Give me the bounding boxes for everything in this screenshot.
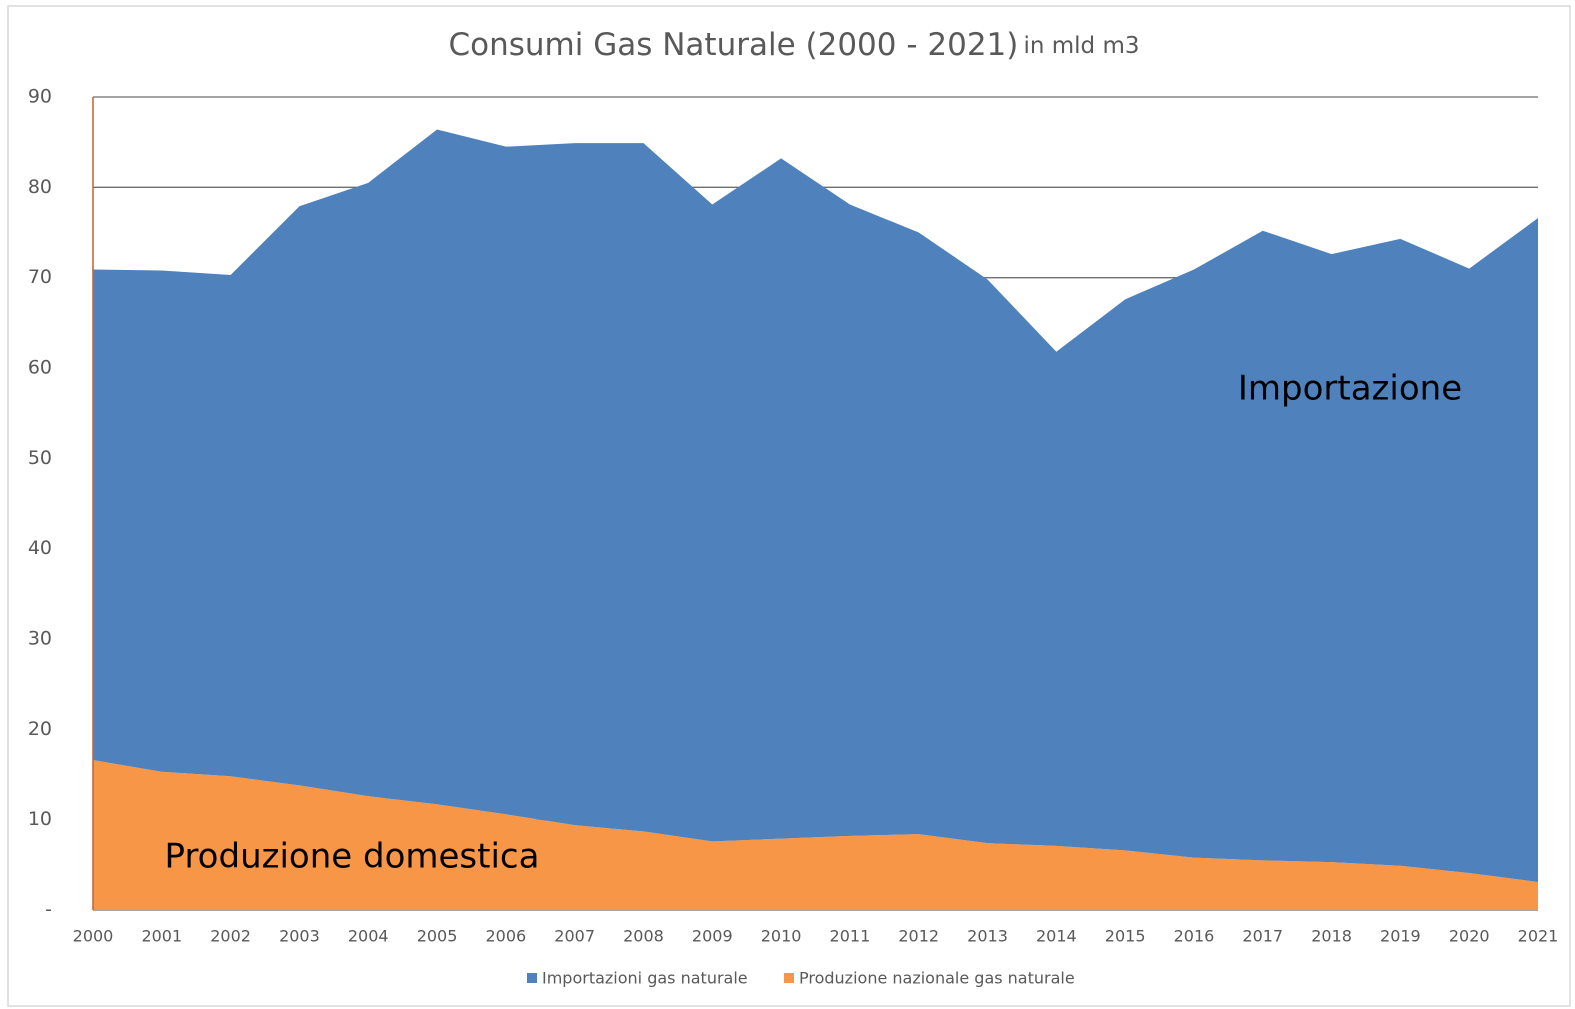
x-tick-label: 2021 — [1518, 927, 1559, 946]
x-tick-label: 2008 — [623, 927, 664, 946]
x-tick-label: 2002 — [210, 927, 251, 946]
y-tick-label: - — [45, 899, 52, 921]
x-tick-label: 2006 — [485, 927, 526, 946]
x-tick-label: 2012 — [898, 927, 939, 946]
y-tick-label: 30 — [28, 628, 52, 650]
y-tick-label: 80 — [28, 176, 52, 198]
x-tick-label: 2009 — [692, 927, 733, 946]
y-tick-label: 20 — [28, 718, 52, 740]
y-tick-label: 90 — [28, 86, 52, 108]
y-tick-label: 10 — [28, 808, 52, 830]
x-tick-label: 2014 — [1036, 927, 1077, 946]
x-tick-label: 2016 — [1174, 927, 1215, 946]
x-tick-label: 2003 — [279, 927, 320, 946]
area — [93, 760, 1538, 910]
legend-label: Produzione nazionale gas naturale — [799, 969, 1075, 988]
x-tick-label: 2011 — [830, 927, 871, 946]
x-tick-label: 2010 — [761, 927, 802, 946]
x-tick-label: 2015 — [1105, 927, 1146, 946]
chart-title-group: Consumi Gas Naturale (2000 - 2021) in ml… — [448, 27, 1139, 63]
x-tick-label: 2013 — [967, 927, 1008, 946]
x-tick-label: 2004 — [348, 927, 389, 946]
x-tick-label: 2007 — [554, 927, 595, 946]
y-tick-label: 40 — [28, 537, 52, 559]
x-tick-label: 2017 — [1242, 927, 1283, 946]
legend-label: Importazioni gas naturale — [542, 969, 748, 988]
y-tick-label: 70 — [28, 266, 52, 288]
y-tick-label: 50 — [28, 447, 52, 469]
x-tick-label: 2019 — [1380, 927, 1421, 946]
x-tick-label: 2018 — [1311, 927, 1352, 946]
x-tick-label: 2001 — [141, 927, 182, 946]
area — [93, 129, 1538, 882]
plot-area — [92, 97, 1538, 910]
legend-swatch — [527, 973, 537, 983]
x-tick-label: 2020 — [1449, 927, 1490, 946]
labels: - 10 20 30 40 50 60 70 80 90 2000 2001 2002 2003 2004 2… — [28, 86, 1559, 988]
chart-title: Consumi Gas Naturale (2000 - 2021) — [448, 27, 1018, 63]
chart-subtitle: in mld m3 — [1023, 33, 1139, 59]
x-tick-label: 2005 — [417, 927, 458, 946]
y-tick-label: 60 — [28, 357, 52, 379]
legend-swatch — [784, 973, 794, 983]
x-tick-label: 2000 — [73, 927, 114, 946]
annotation: Importazione — [1238, 369, 1462, 409]
annotation: Produzione domestica — [165, 837, 540, 877]
